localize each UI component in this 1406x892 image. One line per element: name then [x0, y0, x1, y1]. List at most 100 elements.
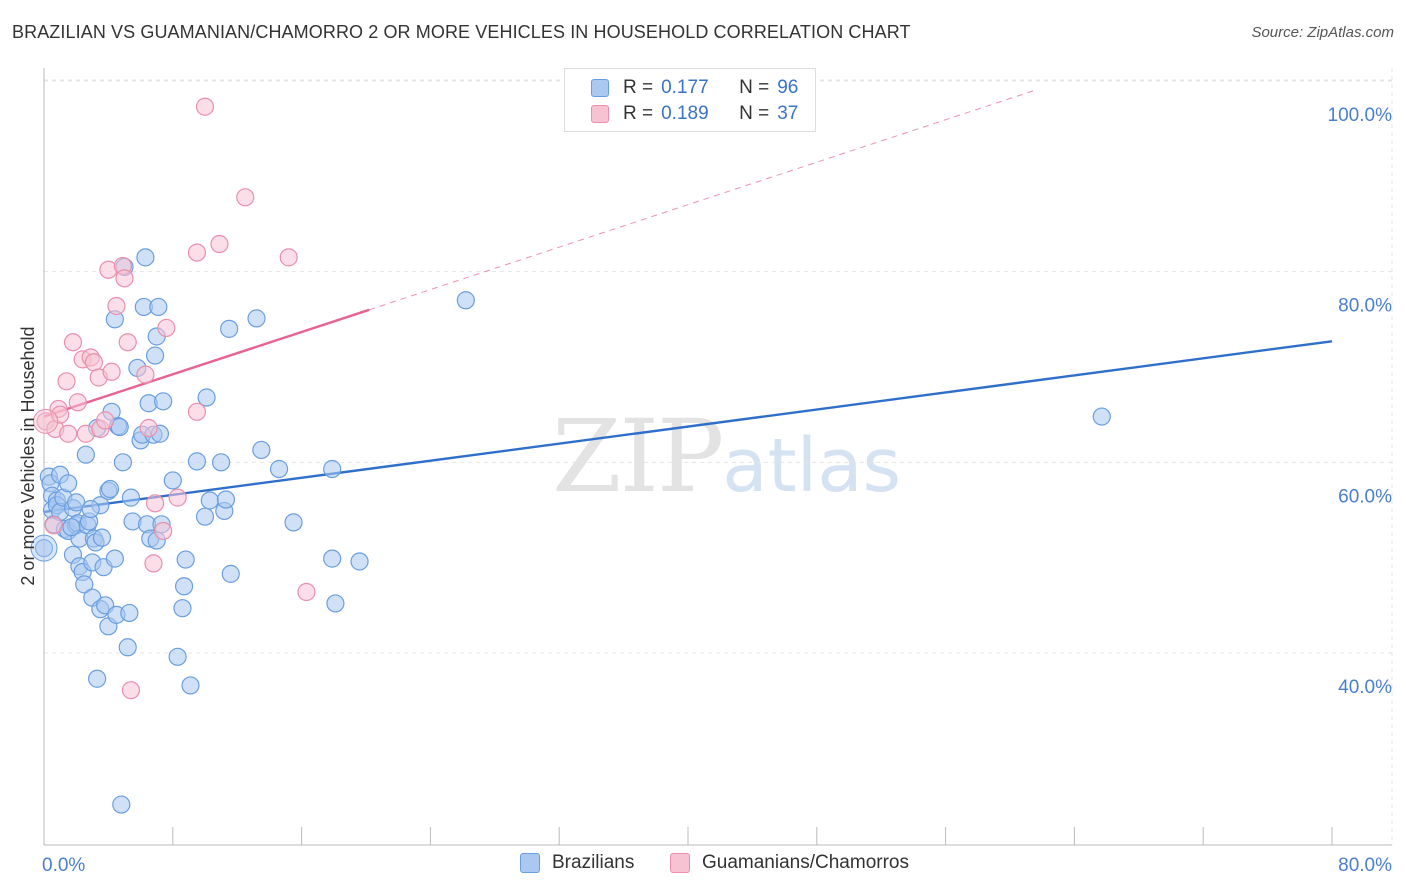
- guamanian-point: [118, 333, 137, 352]
- brazilian-point: [220, 319, 239, 338]
- legend-n-label: N =: [739, 77, 770, 98]
- grid-layer: [44, 68, 1393, 845]
- guamanian-point: [210, 234, 229, 254]
- brazilian-point: [176, 550, 195, 569]
- brazilian-point: [212, 453, 231, 472]
- brazilian-point: [1092, 407, 1111, 426]
- guamanian-point: [68, 393, 87, 412]
- guamanian-point: [115, 269, 134, 288]
- guamanian-point: [84, 353, 104, 372]
- brazilian-point: [247, 309, 266, 328]
- trend-layer: [43, 90, 1333, 514]
- legend-row-brazilians: R = 0.177 N = 96: [591, 75, 798, 101]
- guamanian-trend-extension: [369, 90, 1035, 311]
- guamanian-point: [157, 318, 176, 338]
- brazilian-point: [323, 549, 342, 568]
- guamanian-point: [139, 418, 158, 438]
- brazilian-point: [350, 552, 369, 571]
- y-axis-label: 2 or more Vehicles in Household: [18, 326, 38, 585]
- brazilian-point: [456, 291, 475, 310]
- legend-n-label: N =: [739, 103, 770, 124]
- brazilian-point: [181, 676, 200, 695]
- legend-r-value: 0.177: [661, 77, 709, 98]
- brazilian-point: [326, 594, 345, 613]
- correlation-legend: R = 0.177 N = 96 R = 0.189 N = 37: [564, 68, 816, 132]
- guamanian-point: [50, 405, 70, 424]
- guamanian-point: [187, 243, 207, 262]
- y-tick-label: 40.0%: [1338, 677, 1392, 698]
- brazilian-point: [121, 488, 141, 507]
- watermark-atlas: atlas: [722, 423, 902, 509]
- guamanian-point: [297, 582, 316, 602]
- brazilian-point: [149, 297, 168, 317]
- brazilian-point: [173, 599, 192, 618]
- brazilian-point: [174, 577, 194, 596]
- guamanian-point: [236, 188, 255, 207]
- chart-source: Source: ZipAtlas.com: [1251, 24, 1394, 41]
- brazilian-point: [168, 647, 187, 666]
- legend-swatch-blue: [591, 79, 609, 97]
- brazilian-point: [92, 528, 112, 547]
- guamanian-point: [145, 494, 165, 513]
- legend-n-value: 96: [777, 77, 799, 98]
- brazilian-point: [34, 539, 54, 558]
- brazilian-point: [88, 669, 107, 688]
- x-tick-label: 0.0%: [42, 855, 85, 876]
- guamanian-point: [279, 248, 298, 267]
- brazilian-trend-line: [43, 340, 1333, 514]
- brazilian-point: [118, 638, 137, 657]
- brazilian-point: [105, 549, 124, 568]
- label-layer: 40.0% 60.0% 80.0% 100.0% 0.0% 80.0% 2 or more …: [18, 105, 1392, 876]
- brazilian-point: [76, 445, 95, 464]
- legend-r-label: R =: [623, 103, 654, 124]
- watermark: ZIPatlas: [552, 398, 901, 515]
- axis-layer: [43, 68, 1392, 846]
- chart-title: BRAZILIAN VS GUAMANIAN/CHAMORRO 2 OR MOR…: [12, 22, 911, 42]
- brazilian-point: [187, 452, 207, 471]
- guamanian-point: [136, 365, 155, 384]
- series-legend-guamanians[interactable]: Guamanians/Chamorros: [670, 852, 909, 874]
- series-legend: Brazilians Guamanians/Chamorros: [0, 852, 1406, 876]
- series-legend-brazilians[interactable]: Brazilians: [520, 852, 634, 874]
- brazilian-point: [59, 474, 78, 493]
- guamanian-trend-line: [43, 308, 370, 418]
- guamanian-point: [96, 411, 115, 430]
- guamanian-point: [102, 362, 121, 381]
- brazilian-point: [284, 513, 303, 532]
- brazilian-point: [195, 507, 215, 526]
- legend-swatch-pink: [591, 105, 609, 123]
- legend-r-label: R =: [623, 77, 654, 98]
- brazilian-point: [323, 459, 342, 479]
- brazilian-point: [136, 248, 155, 267]
- guamanian-point: [59, 424, 78, 443]
- guamanian-point: [63, 333, 83, 352]
- points-layer: [30, 97, 1111, 814]
- brazilian-point: [100, 479, 120, 499]
- series-legend-label: Guamanians/Chamorros: [702, 852, 909, 873]
- brazilian-point: [112, 795, 131, 814]
- guamanian-point: [154, 521, 173, 541]
- guamanian-point: [195, 97, 215, 116]
- guamanian-point-large: [33, 408, 59, 434]
- guamanian-point: [168, 488, 187, 507]
- series-legend-label: Brazilians: [552, 852, 635, 873]
- brazilian-point: [145, 346, 165, 365]
- brazilian-point: [252, 440, 271, 460]
- brazilian-point: [62, 518, 81, 537]
- brazilian-point: [216, 490, 236, 509]
- brazilian-point: [75, 575, 94, 594]
- legend-n-value: 37: [777, 103, 799, 124]
- brazilian-point: [200, 491, 219, 510]
- guamanian-point: [187, 402, 207, 421]
- guamanian-point: [144, 554, 163, 573]
- legend-r-value: 0.189: [661, 103, 709, 124]
- brazilian-point: [113, 453, 132, 472]
- watermark-zip: ZIP: [552, 398, 724, 515]
- x-tick-label: 80.0%: [1338, 855, 1392, 876]
- y-tick-label: 100.0%: [1328, 105, 1393, 126]
- brazilian-point: [120, 603, 139, 623]
- brazilian-point: [163, 471, 182, 490]
- brazilian-point: [197, 388, 216, 407]
- y-tick-label: 60.0%: [1338, 486, 1392, 507]
